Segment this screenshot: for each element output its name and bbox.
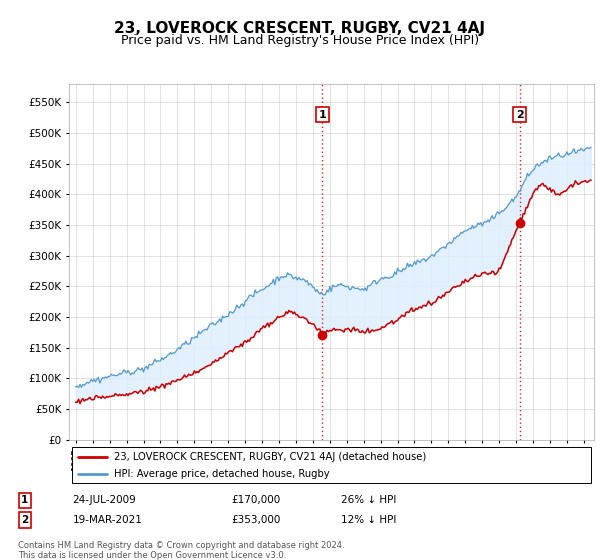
Text: 24-JUL-2009: 24-JUL-2009 <box>73 495 136 505</box>
Text: HPI: Average price, detached house, Rugby: HPI: Average price, detached house, Rugb… <box>113 469 329 479</box>
Text: £170,000: £170,000 <box>231 495 280 505</box>
Text: 2: 2 <box>21 515 29 525</box>
FancyBboxPatch shape <box>71 447 592 483</box>
Text: 2: 2 <box>516 110 524 120</box>
Text: 1: 1 <box>21 495 29 505</box>
Text: 26% ↓ HPI: 26% ↓ HPI <box>341 495 396 505</box>
Text: 23, LOVEROCK CRESCENT, RUGBY, CV21 4AJ (detached house): 23, LOVEROCK CRESCENT, RUGBY, CV21 4AJ (… <box>113 451 426 461</box>
Text: 19-MAR-2021: 19-MAR-2021 <box>73 515 143 525</box>
Text: 1: 1 <box>319 110 326 120</box>
Text: 12% ↓ HPI: 12% ↓ HPI <box>341 515 396 525</box>
Text: £353,000: £353,000 <box>231 515 280 525</box>
Text: Contains HM Land Registry data © Crown copyright and database right 2024.
This d: Contains HM Land Registry data © Crown c… <box>18 540 344 560</box>
Text: Price paid vs. HM Land Registry's House Price Index (HPI): Price paid vs. HM Land Registry's House … <box>121 34 479 46</box>
Text: 23, LOVEROCK CRESCENT, RUGBY, CV21 4AJ: 23, LOVEROCK CRESCENT, RUGBY, CV21 4AJ <box>115 21 485 36</box>
